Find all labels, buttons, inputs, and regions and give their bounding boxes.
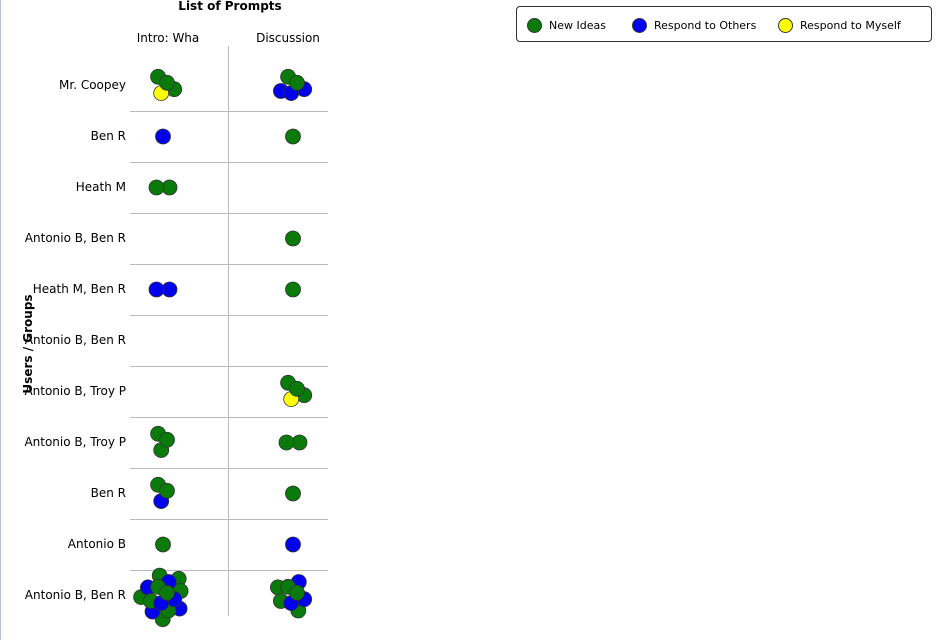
row-label-3: Antonio B, Ben R [24, 231, 126, 245]
point-new-ideas [285, 230, 301, 247]
point-new-ideas [159, 431, 175, 448]
column-label-discussion: Discussion [256, 31, 320, 45]
legend-swatch-new-ideas [527, 17, 542, 33]
point-respond-to-others [155, 128, 171, 145]
point-new-ideas [159, 482, 175, 499]
point-new-ideas [285, 128, 301, 145]
point-new-ideas [159, 74, 175, 91]
row-label-2: Heath M [75, 180, 126, 194]
column-label-intro: Intro: Wha [136, 31, 200, 45]
point-new-ideas [155, 536, 171, 553]
point-respond-to-others [285, 536, 301, 553]
row-label-5: Antonio B, Ben R [24, 333, 126, 347]
point-new-ideas [285, 281, 301, 298]
legend-item-new-ideas[interactable]: New Ideas [527, 7, 606, 43]
legend-item-respond-to-others[interactable]: Respond to Others [632, 7, 756, 43]
row-label-7: Antonio B, Troy P [24, 435, 126, 449]
legend-item-respond-to-myself[interactable]: Respond to Myself [778, 7, 901, 43]
point-new-ideas [289, 584, 305, 601]
row-label-1: Ben R [90, 129, 126, 143]
legend-swatch-respond-to-myself [778, 17, 793, 33]
chart-legend: New Ideas Respond to Others Respond to M… [516, 6, 932, 42]
row-label-9: Antonio B [67, 537, 126, 551]
point-new-ideas [159, 584, 175, 601]
row-label-6: Antonio B, Troy P [24, 384, 126, 398]
point-new-ideas [289, 74, 305, 91]
legend-label-respond-to-others: Respond to Others [654, 18, 757, 32]
point-new-ideas [285, 485, 301, 502]
legend-swatch-respond-to-others [632, 17, 647, 33]
page-left-border [0, 0, 1, 640]
row-label-4: Heath M, Ben R [32, 282, 126, 296]
row-label-10: Antonio B, Ben R [24, 588, 126, 602]
chart-title: List of Prompts [178, 0, 282, 13]
row-label-0: Mr. Coopey [59, 78, 126, 92]
point-new-ideas [289, 380, 305, 397]
point-new-ideas [278, 434, 295, 451]
point-new-ideas [148, 179, 165, 196]
legend-label-new-ideas: New Ideas [549, 18, 606, 32]
point-respond-to-others [148, 281, 165, 298]
legend-label-respond-to-myself: Respond to Myself [800, 18, 901, 32]
row-label-8: Ben R [90, 486, 126, 500]
